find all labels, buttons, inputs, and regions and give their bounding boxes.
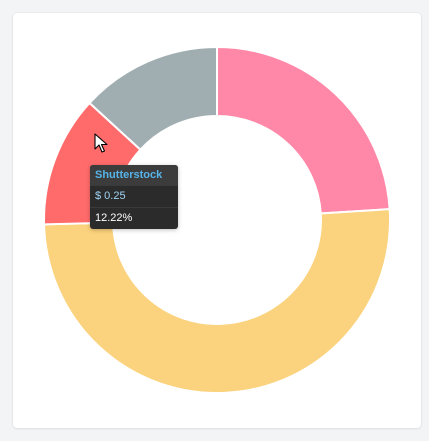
chart-slices [43,45,391,394]
doughnut-slice-2[interactable] [43,208,391,394]
chart-tooltip: Shutterstock $ 0.25 12.22% [90,165,178,229]
tooltip-title: Shutterstock [90,165,178,185]
tooltip-percent: 12.22% [90,207,178,229]
doughnut-slice-1[interactable] [216,45,391,215]
tooltip-value: $ 0.25 [90,185,178,207]
doughnut-slice-4[interactable] [88,45,218,152]
mouse-pointer-icon [94,133,108,153]
